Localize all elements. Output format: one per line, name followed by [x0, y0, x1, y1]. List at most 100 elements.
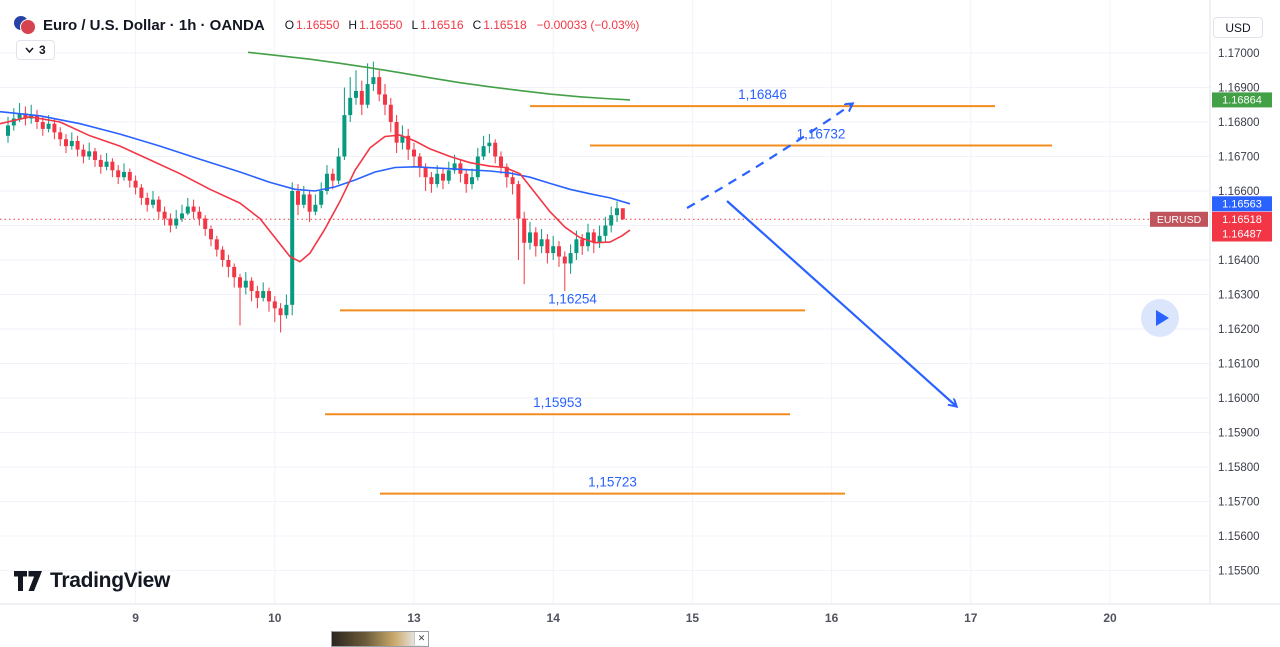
price-axis-label[interactable]: 1.15900 [1218, 428, 1260, 440]
price-badge-label: 1.16487 [1222, 228, 1262, 240]
level-label[interactable]: 1,15953 [533, 395, 582, 410]
candle-body [568, 253, 573, 264]
low-label: L [411, 18, 419, 32]
candle-body [557, 246, 561, 257]
currency-axis-label[interactable]: USD [1213, 17, 1263, 38]
candle-body [232, 266, 237, 278]
price-axis-label[interactable]: 1.17000 [1218, 48, 1260, 60]
candle-body [23, 113, 28, 119]
candle-body [156, 199, 161, 212]
candle-body [388, 104, 393, 122]
candle-body [400, 135, 405, 143]
projection-down-arrow[interactable] [726, 200, 956, 406]
projection-up-arrow[interactable] [686, 104, 852, 209]
candle-body [145, 197, 150, 205]
tradingview-logo[interactable]: TradingView [14, 569, 170, 593]
candle-body [185, 206, 190, 214]
candle-body [319, 191, 324, 205]
candle-body [81, 149, 86, 157]
candle-body [446, 170, 451, 181]
open-value: 1.16550 [296, 18, 340, 32]
candle-body [17, 113, 22, 119]
candle-body [162, 211, 167, 219]
candle-body [481, 146, 486, 157]
candle-body [609, 215, 614, 226]
level-label[interactable]: 1,16846 [738, 87, 787, 102]
tradingview-wordmark: TradingView [50, 569, 171, 592]
arrows-layer[interactable] [686, 104, 956, 406]
high-value: 1.16550 [359, 18, 403, 32]
time-axis-label[interactable]: 10 [268, 611, 282, 625]
symbol-title[interactable]: Euro / U.S. Dollar · 1h · OANDA [43, 16, 265, 34]
candle-body [214, 239, 219, 250]
indicators-dropdown[interactable]: 3 [16, 40, 55, 60]
time-axis-label[interactable]: 13 [407, 611, 421, 625]
candle-body [499, 156, 503, 167]
grid-layer [0, 0, 1210, 604]
level-label[interactable]: 1,15723 [588, 475, 637, 490]
candle-body [354, 90, 358, 98]
candle-body [127, 172, 132, 181]
time-axis-label[interactable]: 14 [547, 611, 561, 625]
time-axis-label[interactable]: 17 [964, 611, 978, 625]
candle-body [510, 177, 515, 185]
price-axis-label[interactable]: 1.16100 [1218, 359, 1260, 371]
price-badges: 1.16864 1.16563 EURUSD 1.16518 1.16487 [1150, 92, 1272, 242]
thumbnail-close-icon[interactable]: ✕ [414, 632, 428, 645]
candle-body [203, 218, 208, 229]
price-axis-label[interactable]: 1.16000 [1218, 393, 1260, 405]
price-axis-label[interactable]: 1.15700 [1218, 497, 1260, 509]
candle-body [464, 173, 469, 185]
price-axis-label[interactable]: 1.16700 [1218, 152, 1260, 164]
candle-body [278, 308, 283, 316]
candle-body [168, 218, 173, 226]
candle-body [597, 235, 602, 243]
time-axis-label[interactable]: 9 [132, 611, 139, 625]
price-axis-label[interactable]: 1.16300 [1218, 290, 1260, 302]
bottom-thumbnail[interactable]: ✕ [331, 631, 429, 647]
levels-layer[interactable]: 1,16846 1,16732 1,16254 1,15953 1,15723 [325, 87, 1052, 495]
candle-body [615, 208, 619, 216]
candle-body [261, 291, 266, 298]
low-value: 1.16516 [420, 18, 464, 32]
play-button[interactable] [1141, 299, 1179, 337]
price-axis-label[interactable]: 1.16800 [1218, 117, 1260, 129]
price-axis-label[interactable]: 1.16900 [1218, 83, 1260, 95]
price-badge [1212, 226, 1272, 242]
time-axis-label[interactable]: 15 [686, 611, 700, 625]
candle-body [429, 177, 434, 185]
price-badge-label: 1.16518 [1222, 214, 1262, 226]
ohlc-readout: O 1.16550 H 1.16550 L 1.16516 C 1.16518 … [278, 18, 640, 32]
ma-lines-layer [0, 51, 631, 263]
candle-body [296, 191, 300, 205]
price-axis-label[interactable]: 1.15800 [1218, 462, 1260, 474]
candle-body [220, 249, 225, 260]
time-axis[interactable]: 9 10 13 14 15 16 17 20 [132, 611, 1117, 625]
price-badge [1212, 196, 1272, 212]
candle-body [58, 132, 63, 140]
price-axis-label[interactable]: 1.15600 [1218, 531, 1260, 543]
candle-body [516, 184, 521, 219]
candle-body [325, 173, 329, 191]
candle-body [493, 142, 498, 157]
candle-body [139, 187, 144, 198]
symbol-tag-label: EURUSD [1157, 214, 1202, 226]
candle-body [522, 218, 527, 243]
candle-body [133, 180, 138, 188]
candle-body [46, 123, 51, 129]
time-axis-label[interactable]: 20 [1103, 611, 1117, 625]
price-axis-label[interactable]: 1.16200 [1218, 324, 1260, 336]
candle-body [383, 94, 387, 105]
price-axis-label[interactable]: 1.16400 [1218, 255, 1260, 267]
candle-body [69, 140, 74, 147]
time-axis-label[interactable]: 16 [825, 611, 839, 625]
candle-body [371, 77, 376, 85]
candle-body [197, 211, 202, 219]
price-axis-label[interactable]: 1.16600 [1218, 186, 1260, 198]
price-axis[interactable]: 1.17000 1.16900 1.16800 1.16700 1.16600 1.165… [1218, 48, 1260, 578]
level-label[interactable]: 1,16254 [548, 291, 597, 306]
level-label[interactable]: 1,16732 [797, 126, 846, 141]
candle-body [313, 204, 318, 212]
price-axis-label[interactable]: 1.15500 [1218, 566, 1260, 578]
